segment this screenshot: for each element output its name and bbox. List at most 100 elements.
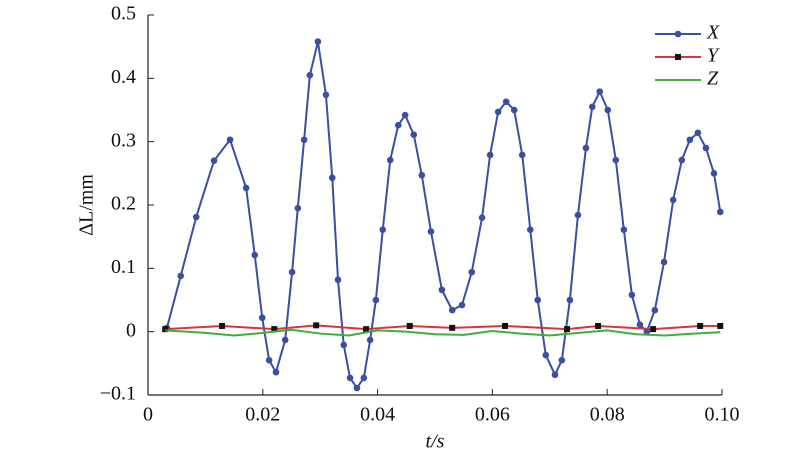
x-tick-label: 0.02 (245, 404, 280, 426)
point (494, 108, 502, 116)
point (686, 136, 694, 144)
point (669, 196, 677, 204)
legend-label: X (706, 22, 720, 44)
point (448, 306, 456, 314)
point (418, 171, 426, 179)
point (314, 38, 322, 45)
y-tick-label: 0.4 (111, 66, 136, 88)
point (612, 156, 620, 164)
point (502, 98, 510, 106)
point (566, 296, 574, 304)
point (574, 211, 582, 219)
point (486, 151, 494, 159)
legend-label: Z (707, 68, 719, 90)
point (242, 184, 250, 192)
point (192, 213, 200, 221)
point (328, 174, 336, 182)
point (702, 144, 710, 152)
point (678, 156, 686, 164)
point (582, 144, 590, 152)
point (271, 326, 278, 333)
point (595, 322, 602, 329)
point (219, 322, 226, 329)
x-tick-label: 0.06 (475, 404, 510, 426)
point (588, 103, 596, 111)
series-line (165, 41, 722, 390)
point (406, 322, 413, 329)
point (313, 322, 320, 329)
y-tick-label: −0.1 (100, 383, 136, 405)
point (697, 322, 704, 329)
point (272, 368, 280, 376)
point (386, 156, 394, 164)
point (258, 314, 266, 322)
point (340, 341, 348, 349)
legend-marker (674, 30, 682, 38)
point (322, 91, 330, 99)
point (551, 371, 559, 379)
point (604, 106, 612, 114)
point (502, 322, 509, 329)
point (510, 106, 518, 114)
point (660, 258, 668, 266)
point (334, 276, 342, 284)
x-axis-label: t/s (426, 431, 445, 453)
point (717, 322, 724, 329)
point (558, 356, 566, 364)
point (620, 226, 628, 233)
point (162, 326, 169, 333)
y-axis-label: ΔL/mm (76, 174, 98, 236)
y-tick-label: 0.5 (111, 3, 136, 25)
point (251, 251, 259, 259)
point (449, 324, 456, 331)
point (372, 296, 380, 304)
point (643, 328, 651, 335)
point (650, 326, 657, 333)
point (353, 384, 361, 392)
legend-label: Y (707, 45, 720, 67)
point (288, 268, 296, 276)
x-tick-label: 0.10 (705, 404, 740, 426)
point (346, 374, 354, 382)
point (306, 71, 314, 79)
point (427, 228, 435, 235)
point (401, 111, 409, 119)
point (542, 351, 550, 359)
point (366, 336, 374, 344)
point (564, 326, 571, 333)
point (265, 356, 273, 364)
point (360, 374, 368, 382)
point (394, 121, 402, 129)
y-tick-label: 0.1 (111, 256, 136, 278)
point (363, 326, 370, 333)
point (281, 336, 289, 344)
point (478, 214, 486, 221)
point (300, 136, 308, 144)
point (526, 226, 534, 233)
x-tick-label: 0 (143, 404, 153, 426)
point (534, 296, 542, 304)
y-tick-label: 0 (126, 319, 136, 341)
point (438, 286, 446, 294)
point (210, 157, 218, 164)
point (710, 170, 718, 177)
point (226, 136, 234, 144)
x-tick-label: 0.08 (590, 404, 625, 426)
y-tick-label: 0.2 (111, 193, 136, 215)
point (518, 151, 526, 159)
point (458, 301, 466, 309)
point (628, 291, 636, 299)
legend-marker (675, 54, 681, 60)
point (694, 129, 702, 137)
series-line (165, 328, 721, 337)
x-tick-label: 0.04 (360, 404, 395, 426)
point (596, 88, 604, 95)
point (651, 306, 659, 314)
point (468, 268, 476, 276)
point (294, 204, 302, 212)
y-tick-label: 0.3 (111, 129, 136, 151)
point (177, 272, 185, 280)
point (410, 131, 418, 138)
point (379, 226, 387, 233)
